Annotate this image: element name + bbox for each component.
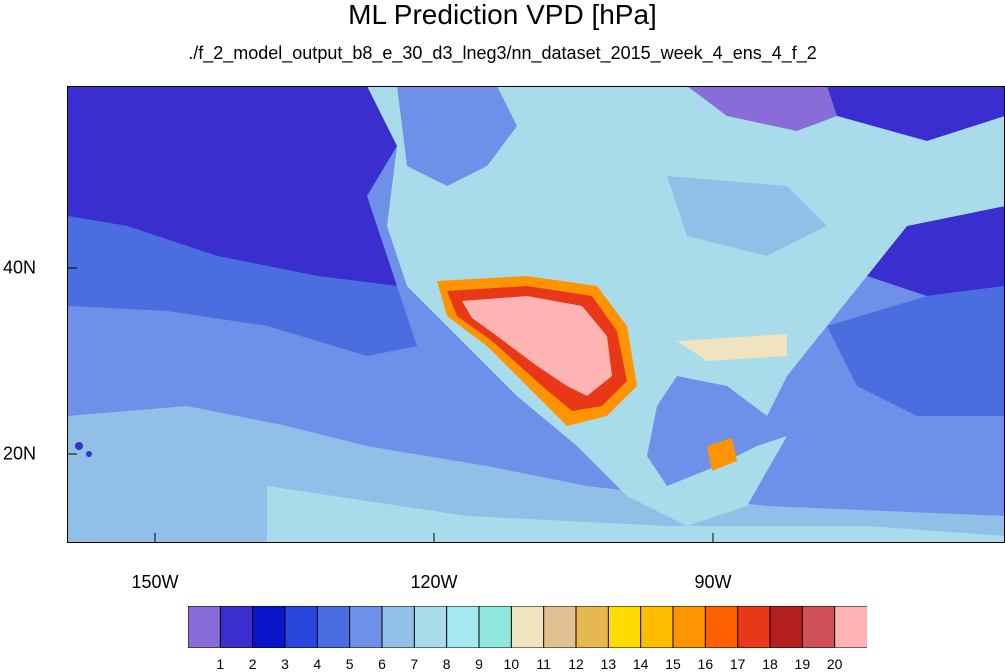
colorbar-box-3	[284, 606, 319, 648]
north-canada-dark	[827, 86, 1005, 141]
lat-label-40n: 40N	[2, 257, 36, 278]
colorbar-box-5	[349, 606, 383, 648]
colorbar-label: 13	[600, 656, 617, 672]
colorbar-label: 5	[345, 656, 354, 672]
lat-label-20n: 20N	[2, 443, 36, 464]
canada-blue-patches	[397, 86, 517, 186]
colorbar-box-12	[575, 606, 610, 648]
pacific-mid-band	[67, 306, 397, 406]
colorbar-label: 2	[248, 656, 257, 672]
colorbar-label: 12	[568, 656, 584, 672]
colorbar-label: 11	[536, 656, 551, 672]
tropical-band-7	[267, 486, 1005, 543]
north-america-land	[367, 86, 1005, 526]
colorbar-box-17	[737, 606, 771, 648]
colorbar-box-7	[413, 606, 448, 648]
colorbar-label: 20	[826, 656, 843, 672]
north-pacific-dark	[67, 86, 397, 286]
chart-title: ML Prediction VPD [hPa]	[348, 0, 657, 30]
colorbar-label: 14	[632, 656, 649, 672]
colorbar-box-0	[188, 606, 222, 648]
colorbar-label: 8	[442, 656, 451, 672]
colorbar-label: 19	[794, 656, 811, 672]
lon-label-150w: 150W	[131, 572, 179, 592]
caribbean-hotspot	[707, 438, 737, 471]
colorbar-label: 10	[503, 656, 520, 672]
colorbar-box-13	[607, 606, 642, 648]
chart-subtitle: ./f_2_model_output_b8_e_30_d3_lneg3/nn_d…	[188, 43, 817, 63]
colorbar-label: 9	[475, 656, 483, 672]
colorbar-label: 7	[410, 656, 419, 672]
colorbar-label: 16	[697, 656, 714, 672]
vpd-map	[67, 86, 1005, 543]
colorbar-label: 6	[378, 656, 386, 672]
colorbar-box-1	[219, 606, 254, 648]
colorbar-box-16	[704, 606, 739, 648]
colorbar-box-11	[543, 606, 578, 648]
hawaii-islands-2	[86, 451, 92, 457]
gulf-coast-tan	[677, 334, 787, 361]
lon-label-90w: 90W	[694, 572, 732, 592]
colorbar-box-9	[478, 606, 513, 648]
colorbar-label: 1	[216, 656, 225, 672]
colorbar-label: 18	[762, 656, 778, 672]
north-canada-purple	[687, 86, 837, 131]
southwest-core-20	[462, 296, 612, 396]
colorbar-box-4	[316, 606, 351, 648]
colorbar-box-6	[381, 606, 416, 648]
atlantic-mid	[827, 286, 1005, 416]
pacific-band-4	[67, 216, 417, 356]
colorbar-box-20	[834, 606, 867, 648]
colorbar-box-8	[446, 606, 481, 648]
colorbar-label: 17	[729, 656, 746, 672]
colorbar-box-15	[672, 606, 707, 648]
hawaii-islands	[75, 442, 83, 450]
colorbar-box-10	[510, 606, 545, 648]
colorbar-box-2	[252, 606, 286, 648]
colorbar	[188, 606, 867, 648]
great-lakes-region	[667, 176, 827, 256]
colorbar-label: 4	[313, 656, 322, 672]
colorbar-box-18	[769, 606, 804, 648]
colorbar-box-19	[801, 606, 836, 648]
colorbar-box-14	[640, 606, 675, 648]
colorbar-label: 3	[281, 656, 289, 672]
colorbar-label: 15	[665, 656, 681, 672]
lon-label-120w: 120W	[410, 572, 458, 592]
atlantic-dark	[867, 206, 1005, 296]
